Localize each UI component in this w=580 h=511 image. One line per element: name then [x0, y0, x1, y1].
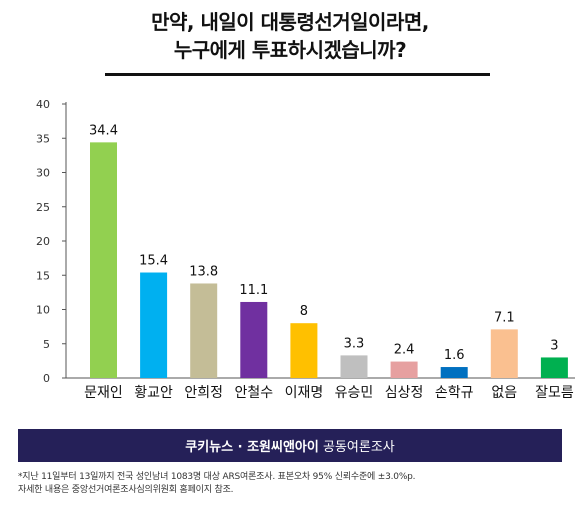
bar-7: [390, 361, 418, 378]
bar-6: [340, 355, 368, 378]
x-category-label: 안희정: [184, 385, 223, 401]
bar-chart: 0 5 10 15 20 25 30 35 40 34.4 문재인 15.4 황교안 13.8 안희정 11.…: [36, 98, 575, 401]
chart-title: 만약, 내일이 대통령선거일이라면, 누구에게 투표하시겠습니까?: [0, 8, 580, 64]
title-line-2: 누구에게 투표하시겠습니까?: [173, 38, 407, 62]
y-tick-label: 20: [36, 235, 50, 248]
y-tick-label: 15: [36, 269, 50, 282]
x-category-label: 손학규: [435, 385, 474, 401]
x-category-label: 문재인: [84, 385, 123, 401]
x-category-label: 안철수: [234, 385, 273, 401]
bar-value-label: 2.4: [394, 343, 415, 358]
bar-value-label: 11.1: [239, 283, 268, 298]
bar-3: [190, 283, 218, 378]
bar-value-label: 8: [300, 304, 308, 319]
y-tick-label: 40: [36, 98, 50, 111]
footnote-line-1: *지난 11일부터 13일까지 전국 성인남녀 1083명 대상 ARS여론조사…: [18, 472, 416, 482]
source-banner: 쿠키뉴스 · 조원씨앤아이 공동여론조사: [18, 429, 562, 462]
y-tick-label: 30: [36, 167, 50, 180]
bar-value-label: 15.4: [139, 254, 168, 269]
x-category-label: 심상정: [385, 385, 424, 401]
bar-2: [140, 272, 168, 378]
source-survey-type: 공동여론조사: [322, 440, 395, 455]
bar-value-label: 13.8: [189, 264, 218, 279]
y-tick-label: 25: [36, 201, 50, 214]
bar-value-label: 3.3: [344, 336, 365, 351]
x-category-label: 유승민: [335, 385, 374, 401]
x-category-label: 이재명: [285, 385, 324, 401]
bar-value-label: 34.4: [89, 123, 118, 138]
x-category-label: 황교안: [134, 385, 173, 401]
bar-5: [290, 323, 318, 378]
footnote: *지난 11일부터 13일까지 전국 성인남녀 1083명 대상 ARS여론조사…: [18, 471, 568, 497]
bar-value-label: 3: [550, 338, 558, 353]
bar-value-label: 1.6: [444, 348, 465, 363]
title-line-1: 만약, 내일이 대통령선거일이라면,: [151, 10, 429, 34]
bar-8: [440, 367, 468, 378]
y-tick-label: 10: [36, 304, 50, 317]
bar-4: [240, 301, 268, 378]
bar-9: [490, 329, 518, 378]
bar-1: [90, 142, 117, 378]
y-tick-label: 35: [36, 132, 50, 145]
y-tick-label: 0: [43, 372, 50, 385]
bar-10: [540, 357, 568, 378]
y-tick-label: 5: [43, 338, 50, 351]
x-category-label: 없음: [491, 385, 517, 401]
bar-value-label: 7.1: [494, 310, 515, 325]
x-category-label: 잘모름: [535, 385, 574, 401]
source-outlets: 쿠키뉴스 · 조원씨앤아이: [185, 440, 319, 455]
title-underline: [105, 73, 490, 76]
footnote-line-2: 자세한 내용은 중앙선거여론조사심의위원회 홈페이지 참조.: [18, 485, 234, 495]
